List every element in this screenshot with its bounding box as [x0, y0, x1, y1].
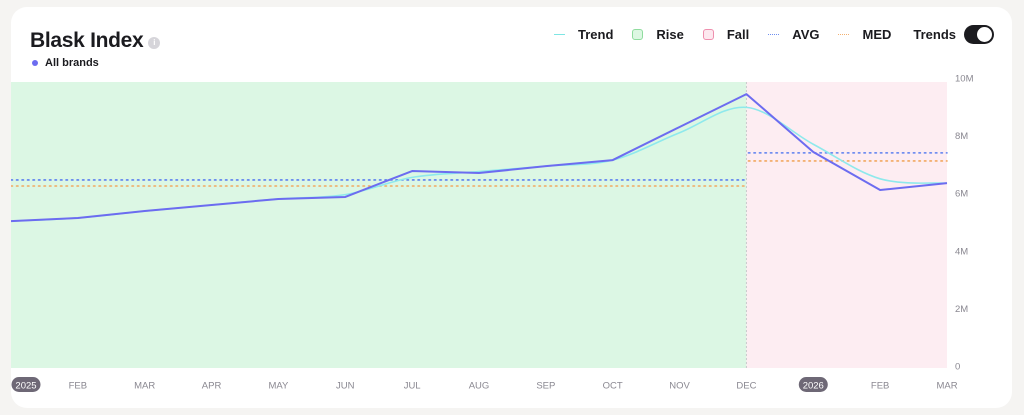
- legend-label: Fall: [726, 27, 750, 42]
- info-icon[interactable]: i: [148, 36, 161, 49]
- all-brands-line[interactable]: [11, 93, 948, 223]
- legend-trend[interactable]: Trend: [553, 27, 614, 42]
- trends-toggle-label: Trends: [913, 27, 956, 42]
- x-tick-label: JUN: [336, 381, 355, 392]
- legend-fall[interactable]: Fall: [702, 27, 750, 42]
- y-tick-label: 2M: [955, 304, 968, 315]
- series-dot-icon: [32, 60, 38, 66]
- x-tick-label: NOV: [669, 381, 690, 392]
- year-label: 2025: [15, 381, 36, 392]
- y-tick-label: 4M: [955, 246, 968, 257]
- x-tick-label: MAR: [936, 381, 957, 392]
- legend-label: Trend: [577, 27, 614, 42]
- series-name: All brands: [45, 57, 99, 69]
- year-marker-2025: [11, 377, 41, 392]
- toggle-knob: [977, 27, 992, 42]
- y-tick-label: 6M: [955, 189, 968, 200]
- x-tick-label: OCT: [603, 381, 623, 392]
- legend-label: AVG: [792, 27, 820, 42]
- x-tick-label: JUL: [404, 381, 421, 392]
- x-tick-label: FEB: [69, 381, 87, 392]
- y-tick-label: 0: [955, 362, 960, 373]
- y-tick-label: 8M: [955, 131, 968, 142]
- y-tick-label: 10M: [955, 74, 974, 85]
- legend: Trend Rise Fall AVG MED Trends: [553, 25, 994, 44]
- legend-label: Rise: [656, 27, 684, 42]
- avg-dotted-line-icon: [768, 34, 780, 35]
- legend-rise[interactable]: Rise: [632, 27, 684, 42]
- x-tick-label: SEP: [536, 381, 555, 392]
- title-row: Blask Index i: [30, 29, 161, 53]
- x-tick-label: MAR: [134, 381, 155, 392]
- x-tick-label: MAY: [268, 381, 289, 392]
- year-label: 2026: [803, 381, 824, 392]
- year-marker-2026: [798, 377, 828, 392]
- trends-toggle[interactable]: [964, 25, 994, 44]
- blask-index-card: Blask Index i All brands Trend Rise Fall…: [11, 7, 1012, 408]
- rise-box-icon: [632, 29, 644, 40]
- x-tick-label: AUG: [469, 381, 490, 392]
- x-tick-label: DEC: [736, 381, 756, 392]
- rise-region: [11, 82, 747, 368]
- x-tick-label: FEB: [871, 381, 889, 392]
- x-tick-label: APR: [202, 381, 222, 392]
- fall-region: [746, 82, 947, 368]
- legend-med[interactable]: MED: [838, 27, 891, 42]
- chart-plot: 0 2M 4M 6M 8M 10M 2025 FEB MAR APR MAY JUN JUL AUG SEP…: [11, 74, 974, 392]
- series-label[interactable]: All brands: [32, 57, 99, 69]
- chart-title: Blask Index: [30, 29, 144, 52]
- trend-line-icon: [553, 34, 565, 35]
- legend-avg[interactable]: AVG: [768, 27, 819, 42]
- fall-box-icon: [702, 29, 714, 40]
- legend-label: MED: [862, 27, 892, 42]
- med-dotted-line-icon: [838, 34, 850, 35]
